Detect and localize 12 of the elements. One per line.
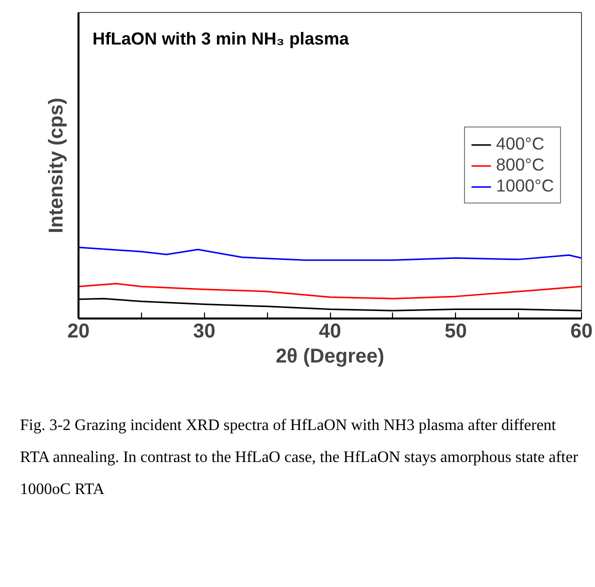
x-tick-label: 40 xyxy=(318,320,342,342)
legend-label: 400°C xyxy=(496,134,544,154)
caption: Fig. 3-2 Grazing incident XRD spectra of HfLaON with NH3 plasma after different RTA annealing. In contrast to the HfLaO case, the HfLaON stays amorphous state after 1000oC RTA xyxy=(20,416,580,500)
x-tick-label: 60 xyxy=(570,320,593,342)
legend-label: 1000°C xyxy=(496,176,554,196)
x-axis-title: 2θ (Degree) xyxy=(276,346,384,368)
legend-label: 800°C xyxy=(496,154,544,176)
x-tick-label: 20 xyxy=(67,320,90,342)
x-tick-label: 50 xyxy=(444,320,467,342)
chart-title: HfLaON with 3 min NH₃ plasma xyxy=(92,28,350,48)
x-tick-label: 30 xyxy=(193,320,216,342)
y-axis-title: Intensity (cps) xyxy=(46,98,68,234)
